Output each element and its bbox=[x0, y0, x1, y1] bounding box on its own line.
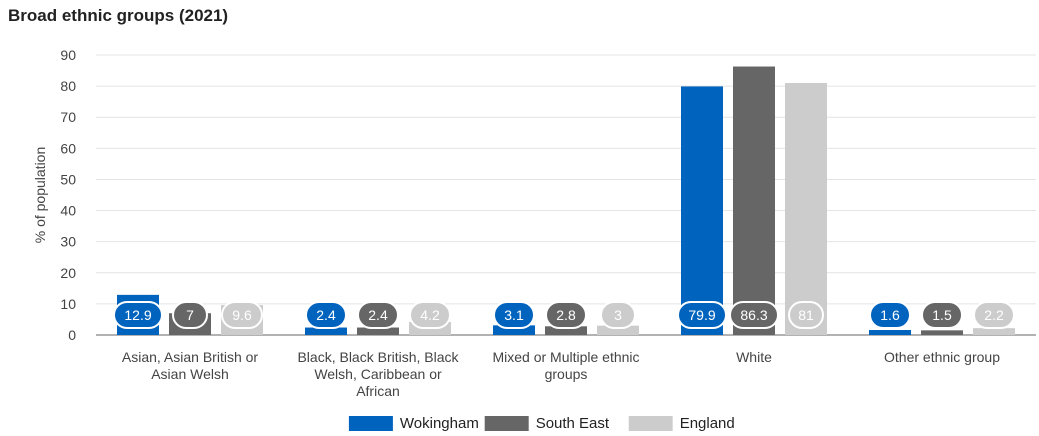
data-label-pill bbox=[600, 301, 636, 329]
y-tick-label: 30 bbox=[60, 234, 76, 250]
bar[interactable] bbox=[973, 328, 1015, 335]
data-label: 9.6 bbox=[232, 307, 252, 323]
x-category-label: Asian Welsh bbox=[151, 366, 229, 382]
data-label: 3 bbox=[614, 307, 622, 323]
y-tick-label: 40 bbox=[60, 203, 76, 219]
y-tick-label: 90 bbox=[60, 47, 76, 63]
data-label-pill bbox=[677, 301, 727, 329]
y-tick-label: 80 bbox=[60, 78, 76, 94]
bar[interactable] bbox=[357, 327, 399, 335]
data-label: 1.5 bbox=[932, 307, 952, 323]
y-tick-label: 0 bbox=[68, 327, 76, 343]
legend-label: Wokingham bbox=[400, 415, 479, 432]
data-label: 3.1 bbox=[504, 307, 524, 323]
data-label-pill bbox=[788, 301, 824, 329]
data-label: 81 bbox=[798, 307, 814, 323]
data-label: 2.4 bbox=[316, 307, 336, 323]
legend-label: South East bbox=[536, 415, 610, 432]
data-label-pill bbox=[113, 301, 163, 329]
legend-swatch bbox=[628, 416, 673, 431]
data-label-pill bbox=[305, 301, 347, 329]
x-category-label: Mixed or Multiple ethnic bbox=[492, 349, 639, 365]
x-category-label: Black, Black British, Black bbox=[297, 349, 459, 365]
legend-swatch bbox=[348, 416, 393, 431]
legend-label: England bbox=[680, 415, 735, 432]
bar[interactable] bbox=[493, 325, 535, 335]
bar[interactable] bbox=[681, 86, 723, 335]
bar[interactable] bbox=[869, 330, 911, 335]
legend-swatch bbox=[484, 416, 529, 431]
bar[interactable] bbox=[545, 326, 587, 335]
x-category-label: White bbox=[736, 349, 772, 365]
data-label: 7 bbox=[186, 307, 194, 323]
y-axis-title: % of population bbox=[32, 147, 48, 244]
data-label-pill bbox=[869, 301, 911, 329]
bar[interactable] bbox=[597, 325, 639, 335]
chart-title: Broad ethnic groups (2021) bbox=[8, 6, 229, 25]
y-tick-label: 70 bbox=[60, 109, 76, 125]
data-label: 1.6 bbox=[880, 307, 900, 323]
y-tick-label: 20 bbox=[60, 265, 76, 281]
x-category-label: groups bbox=[545, 366, 588, 382]
x-category-label: Welsh, Caribbean or bbox=[314, 366, 442, 382]
y-tick-label: 60 bbox=[60, 140, 76, 156]
data-label-pill bbox=[921, 301, 963, 329]
data-label-pill bbox=[172, 301, 208, 329]
bar[interactable] bbox=[785, 83, 827, 335]
data-label-pill bbox=[973, 301, 1015, 329]
data-label: 12.9 bbox=[124, 307, 151, 323]
data-label-pill bbox=[409, 301, 451, 329]
data-label: 2.8 bbox=[556, 307, 576, 323]
data-label-pill bbox=[545, 301, 587, 329]
y-tick-label: 10 bbox=[60, 296, 76, 312]
data-label-pill bbox=[221, 301, 263, 329]
bar[interactable] bbox=[733, 66, 775, 335]
bar[interactable] bbox=[305, 327, 347, 335]
x-category-label: Other ethnic group bbox=[884, 349, 1000, 365]
data-label: 79.9 bbox=[688, 307, 715, 323]
y-tick-label: 50 bbox=[60, 171, 76, 187]
data-label-pill bbox=[493, 301, 535, 329]
data-label: 2.4 bbox=[368, 307, 388, 323]
x-category-label: African bbox=[356, 383, 400, 399]
x-category-label: Asian, Asian British or bbox=[122, 349, 259, 365]
data-label: 4.2 bbox=[420, 307, 440, 323]
data-label-pill bbox=[357, 301, 399, 329]
bar[interactable] bbox=[921, 330, 963, 335]
data-label: 2.2 bbox=[984, 307, 1004, 323]
data-label-pill bbox=[729, 301, 779, 329]
data-label: 86.3 bbox=[740, 307, 767, 323]
